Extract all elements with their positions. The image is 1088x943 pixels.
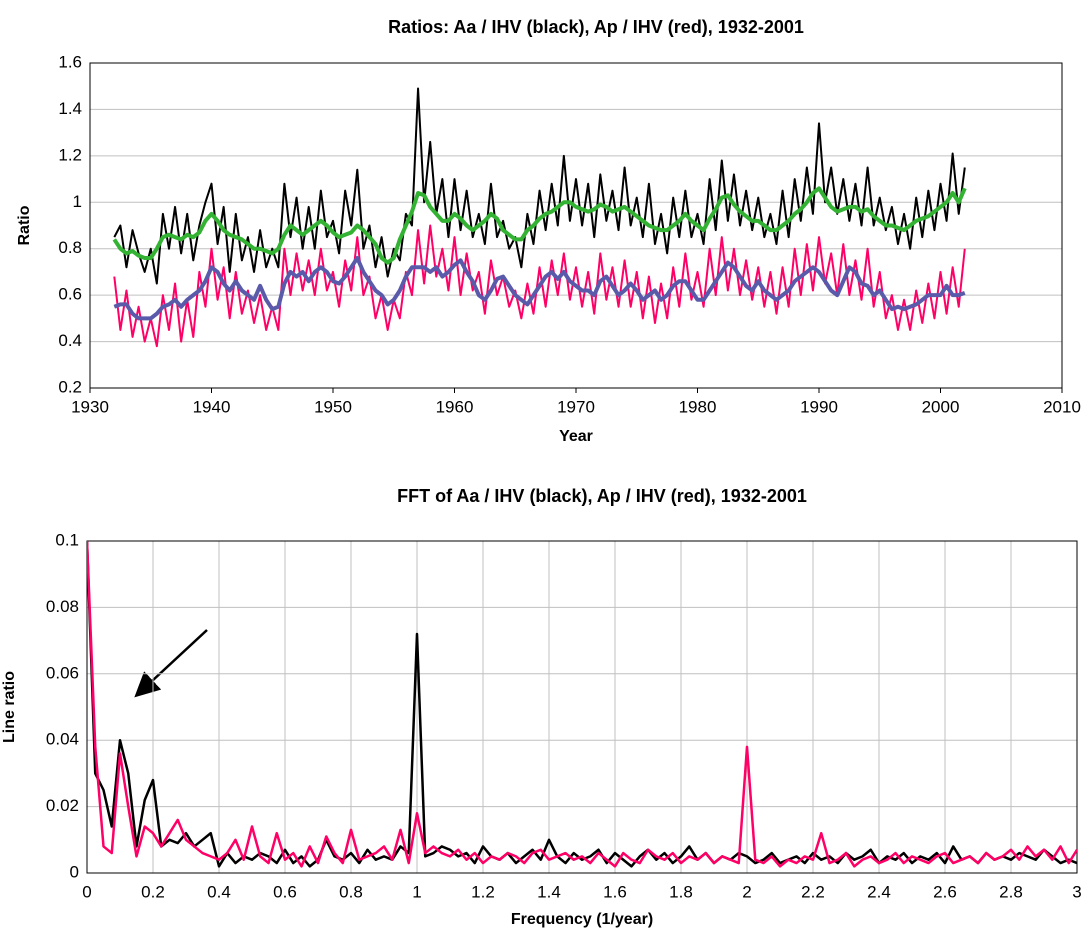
x-tick-label: 2.8 [999,882,1023,901]
chart-title: FFT of Aa / IHV (black), Ap / IHV (red),… [397,486,807,506]
arrow [134,629,208,698]
x-tick-label: 0.6 [273,882,297,901]
x-tick-label: 2010 [1043,397,1081,416]
y-tick-label: 1.6 [58,52,82,71]
data-line [113,224,966,348]
x-tick-label: 1990 [800,397,838,416]
y-tick-label: 1.2 [58,145,82,164]
x-tick-label: 1980 [679,397,717,416]
y-axis-label: Ratio [16,205,33,245]
x-tick-label: 0.4 [207,882,231,901]
y-tick-label: 0.1 [55,530,79,549]
plot-frame [89,62,1063,389]
x-tick-label: 1970 [557,397,595,416]
data-line [87,540,1077,868]
y-tick-label: 0 [70,862,79,881]
x-tick-label: 2.2 [801,882,825,901]
data-line [87,540,1077,868]
data-line [113,256,966,321]
y-axis-label: Line ratio [1,671,18,743]
x-tick-label: 1940 [193,397,231,416]
y-tick-label: 0.06 [46,663,79,682]
x-tick-label: 1.4 [537,882,561,901]
y-tick-label: 0.02 [46,796,79,815]
x-tick-label: 2 [742,882,751,901]
plot-frame [86,540,1078,874]
x-tick-label: 1950 [314,397,352,416]
x-tick-label: 1.2 [471,882,495,901]
data-line [113,87,966,285]
x-tick-label: 0 [82,882,91,901]
x-tick-label: 2.6 [933,882,957,901]
y-tick-label: 0.04 [46,730,79,749]
x-axis-label: Year [559,428,593,445]
x-axis-label: Frequency (1/year) [511,911,653,928]
x-tick-label: 0.2 [141,882,165,901]
y-tick-label: 0.2 [58,377,82,396]
x-tick-label: 1 [412,882,421,901]
x-tick-label: 1930 [71,397,109,416]
y-tick-label: 1 [73,192,82,211]
x-tick-label: 0.8 [339,882,363,901]
y-tick-label: 1.4 [58,99,82,118]
x-tick-label: 2.4 [867,882,891,901]
y-tick-label: 0.4 [58,331,82,350]
data-line [112,186,967,265]
x-tick-label: 1.8 [669,882,693,901]
y-tick-label: 0.8 [58,238,82,257]
chart-title: Ratios: Aa / IHV (black), Ap / IHV (red)… [388,17,804,37]
x-tick-label: 1.6 [603,882,627,901]
x-tick-label: 1960 [436,397,474,416]
x-tick-label: 3 [1072,882,1081,901]
x-tick-label: 2000 [922,397,960,416]
y-tick-label: 0.08 [46,597,79,616]
y-tick-label: 0.6 [58,285,82,304]
